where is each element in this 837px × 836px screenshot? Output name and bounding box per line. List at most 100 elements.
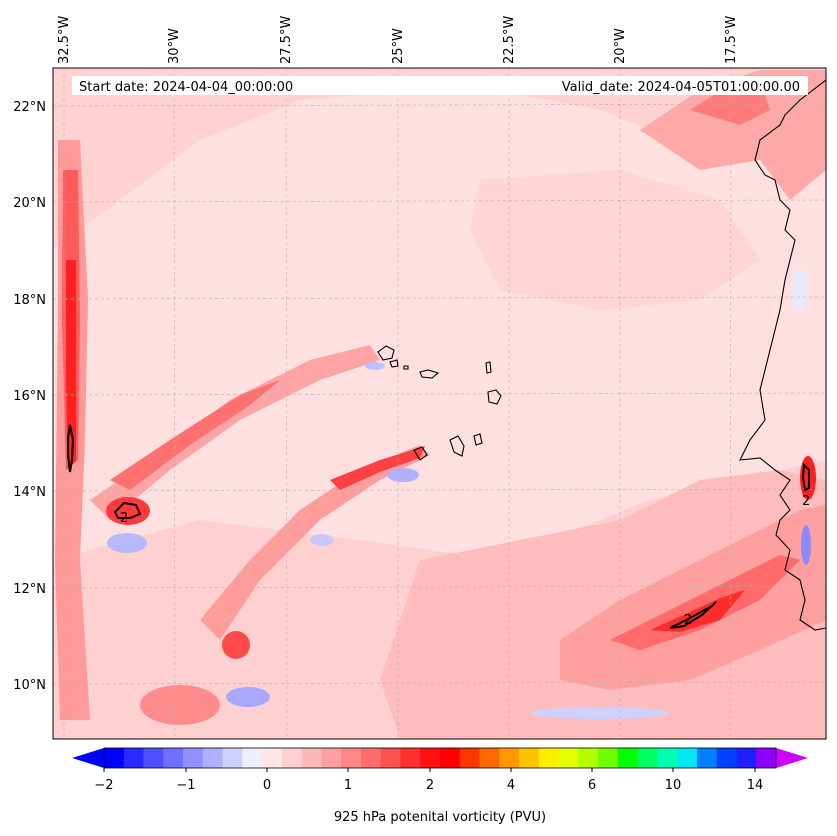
colorbar-cell (479, 748, 500, 768)
colorbar-cell (617, 748, 639, 768)
southeast-region (380, 470, 826, 739)
colorbar-cell (222, 748, 243, 768)
neg-patch-1 (107, 533, 147, 553)
coastline-africa (739, 79, 826, 631)
neg-patch-3 (387, 468, 419, 482)
colorbar-cell (380, 748, 401, 768)
colorbar-cell (420, 748, 441, 768)
colorbar-cell (123, 748, 145, 768)
hotspot-south (222, 631, 250, 659)
lon-label: 30°W (167, 28, 182, 64)
colorbar-tick-label: −1 (176, 778, 195, 793)
colorbar-title: 925 hPa potenital vorticity (PVU) (334, 810, 546, 825)
hotspot-south-west (140, 685, 220, 725)
colorbar-cell (202, 748, 224, 768)
neg-patch-4 (310, 534, 334, 546)
colorbar-frame (103, 747, 777, 769)
colorbar-cells (104, 748, 777, 768)
colorbar-cell (578, 748, 599, 768)
diag-band-south-core (330, 446, 425, 490)
colorbar-tick-label: 0 (263, 778, 271, 793)
colorbar-cell (360, 748, 382, 768)
colorbar-cell (598, 748, 619, 768)
ne-band (640, 70, 826, 200)
neg-patch-2 (226, 687, 270, 707)
contour-label: 2 (684, 613, 692, 628)
colorbar-extend-left (72, 748, 104, 768)
central-north-region (470, 170, 760, 310)
lon-label: 27.5°W (279, 16, 294, 64)
lat-label: 18°N (13, 293, 46, 308)
colorbar-tick-label: 2 (426, 778, 434, 793)
colorbar-extend-right (776, 748, 808, 768)
lon-label: 20°W (613, 28, 628, 64)
lon-label: 22.5°W (502, 16, 517, 64)
colorbar-cell (657, 748, 678, 768)
colorbar-cell (736, 748, 757, 768)
contour-label: 2 (120, 511, 128, 526)
lat-label: 20°N (13, 196, 46, 211)
west-band-core (66, 260, 76, 470)
colorbar-cell (756, 748, 777, 768)
north-region (53, 68, 826, 250)
se-band-core (650, 590, 745, 632)
lat-label: 12°N (13, 582, 46, 597)
islands (377, 345, 502, 461)
colorbar-tick-label: 14 (747, 778, 764, 793)
colorbar-ticks (103, 768, 756, 772)
lat-label: 14°N (13, 485, 46, 500)
lon-label: 32.5°W (57, 16, 72, 64)
colorbar-cell (558, 748, 579, 768)
diag-band-north (90, 345, 380, 520)
neg-patch-5 (530, 707, 670, 719)
pv-field (53, 68, 826, 739)
colorbar-tick-label: 6 (588, 778, 596, 793)
lat-labels: 22°N 20°N 18°N 16°N 14°N 12°N 10°N (13, 100, 46, 693)
lat-label: 16°N (13, 389, 46, 404)
neg-patch-6 (801, 525, 811, 565)
diag-band-north-core (110, 380, 280, 490)
neg-patch-8 (792, 268, 808, 312)
colorbar-cell (281, 748, 303, 768)
pv2-contours (67, 424, 810, 629)
lat-label: 22°N (13, 100, 46, 115)
lon-label: 25°W (391, 28, 406, 64)
colorbar-cell (104, 748, 125, 768)
colorbar-cell (538, 748, 560, 768)
colorbar: −2 −1 0 1 2 4 6 10 14 925 hPa potenital … (72, 747, 808, 825)
colorbar-tick-label: 10 (665, 778, 682, 793)
neg-patch-7 (365, 362, 385, 370)
colorbar-cell (341, 748, 362, 768)
valid-date-label: Valid_date: 2024-04-05T01:00:00.00 (562, 80, 800, 95)
colorbar-cell (677, 748, 698, 768)
colorbar-cell (143, 748, 164, 768)
colorbar-cell (519, 748, 540, 768)
lat-label: 10°N (13, 678, 46, 693)
colorbar-cell (696, 748, 718, 768)
colorbar-cell (242, 748, 263, 768)
colorbar-cell (183, 748, 204, 768)
contour-label: 2 (802, 494, 810, 509)
lon-labels: 32.5°W 30°W 27.5°W 25°W 22.5°W 20°W 17.5… (57, 16, 739, 64)
map-frame (52, 67, 827, 740)
colorbar-cell (499, 748, 520, 768)
colorbar-tick-label: −2 (94, 778, 113, 793)
colorbar-cell (321, 748, 342, 768)
colorbar-tick-label: 1 (344, 778, 352, 793)
info-box (72, 76, 808, 95)
colorbar-cell (163, 748, 184, 768)
gridlines (53, 68, 826, 739)
start-date-label: Start date: 2024-04-04_00:00:00 (79, 80, 293, 95)
colorbar-cell (400, 748, 421, 768)
colorbar-cell (301, 748, 322, 768)
se-band-mid (610, 555, 800, 650)
diag-band-south (200, 445, 430, 640)
colorbar-cell (440, 748, 461, 768)
lon-label: 17.5°W (724, 16, 739, 64)
colorbar-tick-label: 4 (507, 778, 515, 793)
colorbar-cell (637, 748, 658, 768)
colorbar-cell (716, 748, 737, 768)
colorbar-cell (459, 748, 481, 768)
colorbar-cell (262, 748, 283, 768)
